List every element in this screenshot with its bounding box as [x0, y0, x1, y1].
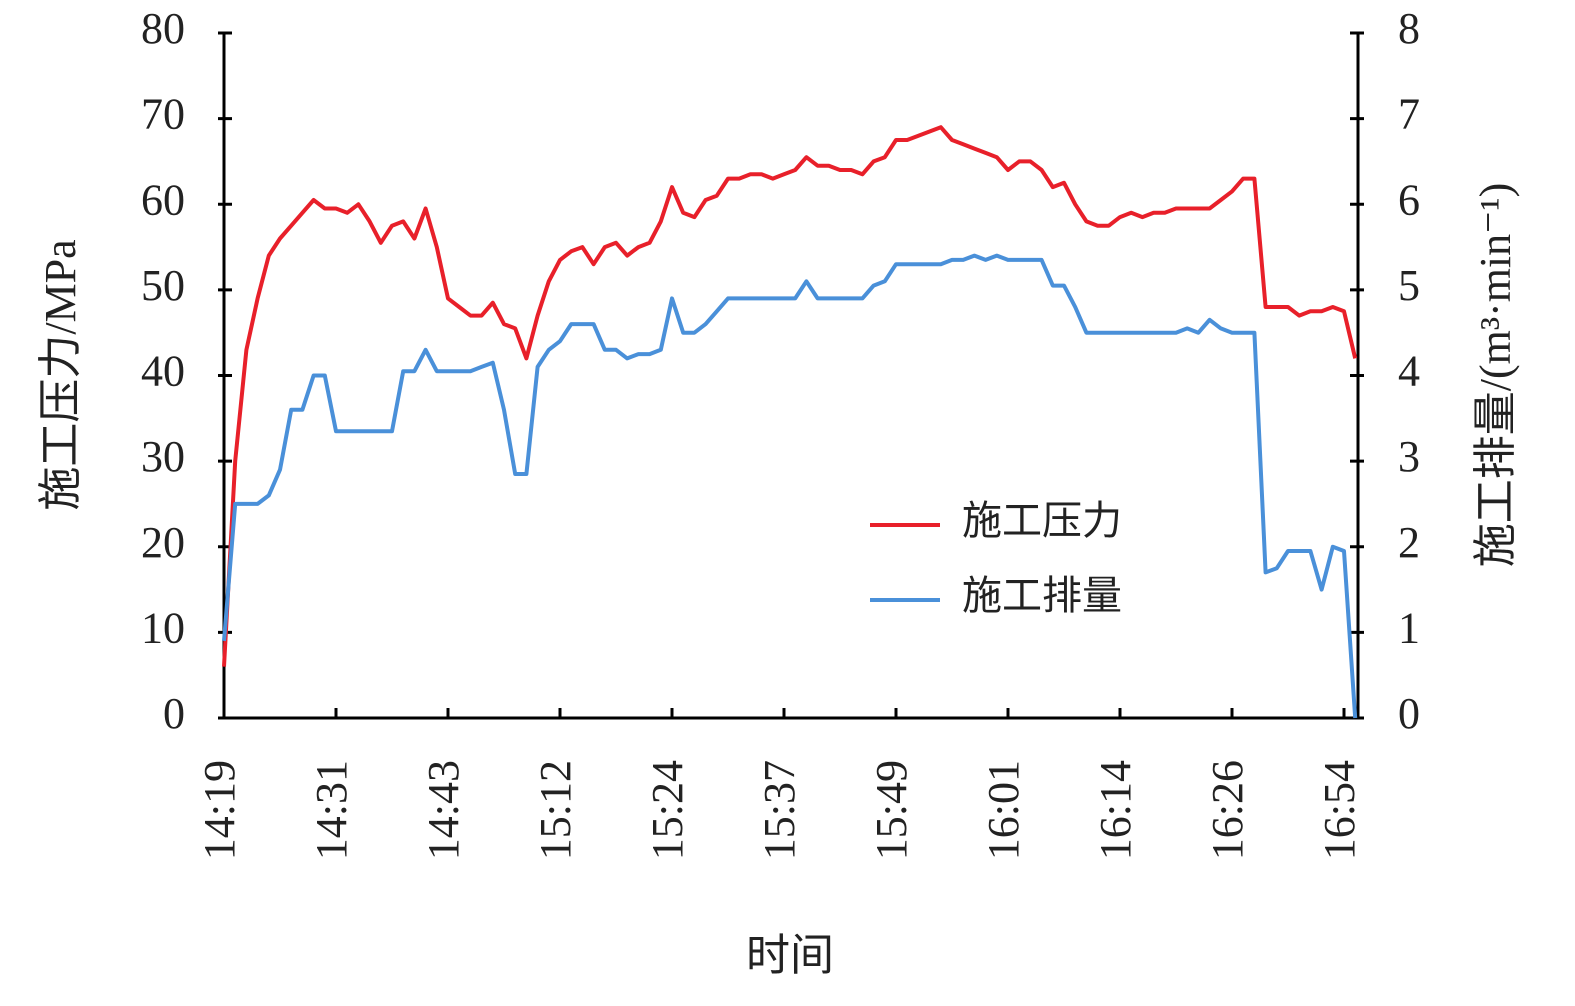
- x-tick-label: 14:43: [419, 760, 468, 860]
- x-tick-label: 16:01: [979, 760, 1028, 860]
- x-tick-label: 14:31: [307, 760, 356, 860]
- x-tick-label: 14:19: [195, 760, 244, 860]
- y2-tick-label: 1: [1398, 603, 1420, 652]
- y-tick-label: 20: [141, 518, 185, 567]
- series-line: [222, 125, 1358, 667]
- y2-tick-label: 5: [1398, 261, 1420, 310]
- y2-tick-label: 2: [1398, 518, 1420, 567]
- legend-label: 施工压力: [962, 498, 1122, 543]
- y2-tick-label: 0: [1398, 689, 1420, 738]
- y-axis-title: 施工压力/MPa: [36, 239, 85, 510]
- y2-tick-label: 7: [1398, 90, 1420, 139]
- x-tick-label: 16:54: [1315, 760, 1364, 860]
- x-tick-label: 16:14: [1091, 760, 1140, 860]
- y2-tick-label: 8: [1398, 4, 1420, 53]
- y-tick-label: 0: [163, 689, 185, 738]
- y-tick-label: 40: [141, 347, 185, 396]
- x-tick-label: 15:49: [867, 760, 916, 860]
- y2-axis-title: 施工排量/(m³·min⁻¹): [1471, 183, 1520, 567]
- y2-tick-label: 3: [1398, 432, 1420, 481]
- y-tick-label: 50: [141, 261, 185, 310]
- y-tick-label: 10: [141, 603, 185, 652]
- x-axis-title: 时间: [746, 931, 834, 980]
- y-tick-label: 60: [141, 175, 185, 224]
- y2-tick-label: 4: [1398, 347, 1420, 396]
- x-tick-label: 15:37: [755, 760, 804, 860]
- y2-tick-label: 6: [1398, 175, 1420, 224]
- y-tick-label: 70: [141, 90, 185, 139]
- x-tick-label: 15:24: [643, 760, 692, 860]
- y-tick-label: 80: [141, 4, 185, 53]
- x-tick-label: 15:12: [531, 760, 580, 860]
- y-tick-label: 30: [141, 432, 185, 481]
- legend-label: 施工排量: [962, 573, 1122, 618]
- x-tick-label: 16:26: [1203, 760, 1252, 860]
- series-line: [222, 253, 1358, 719]
